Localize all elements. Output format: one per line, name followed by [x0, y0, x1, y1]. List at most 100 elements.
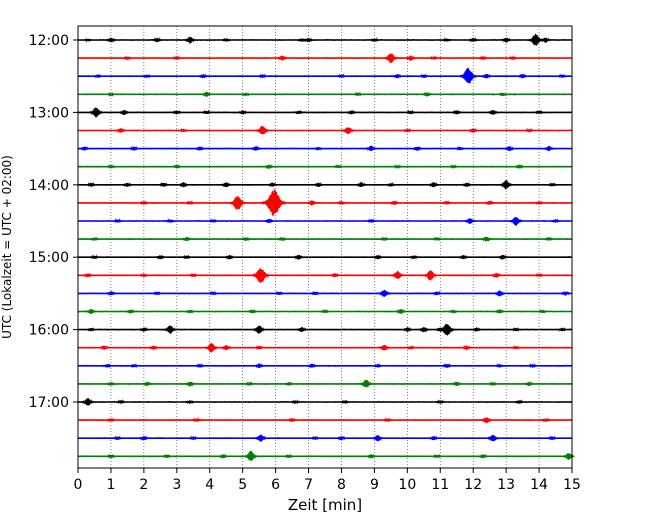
trace-1500 — [77, 254, 573, 260]
seismic-event — [184, 399, 196, 405]
seismic-event — [543, 236, 554, 242]
trace-noise — [77, 56, 573, 60]
trace-noise — [77, 165, 573, 168]
trace-1645 — [77, 379, 573, 388]
seismic-event — [527, 362, 538, 369]
seismic-event — [252, 325, 267, 334]
seismic-event — [253, 344, 265, 350]
y-tick-label: 12:00 — [29, 33, 69, 49]
seismic-event — [184, 200, 196, 206]
trace-1430 — [77, 216, 573, 226]
seismic-event — [201, 109, 212, 115]
seismic-event — [441, 362, 453, 368]
y-axis: 12:00 13:00 14:00 15:00 16:00 17:00 — [29, 33, 78, 411]
traces-layer — [77, 33, 575, 461]
seismic-event — [497, 254, 509, 260]
trace-noise — [77, 93, 573, 96]
seismic-event — [151, 37, 163, 43]
seismic-event — [92, 73, 103, 79]
y-tick-label: 14:00 — [29, 178, 69, 194]
seismic-event — [89, 254, 100, 260]
x-tick-label: 7 — [304, 477, 313, 493]
seismic-event — [461, 344, 472, 350]
seismic-event — [260, 189, 288, 217]
seismic-event — [125, 308, 137, 314]
seismic-event — [141, 381, 153, 387]
x-tick-label: 5 — [238, 477, 247, 493]
seismic-event — [388, 200, 400, 206]
y-axis-label: UTC (Lokalzeit = UTC + 02:00) — [0, 155, 14, 339]
seismic-event — [319, 308, 331, 314]
seismic-event — [98, 344, 110, 350]
seismic-event — [251, 267, 271, 283]
seismic-event — [411, 145, 423, 152]
seismic-event — [484, 200, 495, 206]
y-tick-label: 15:00 — [29, 250, 69, 266]
seismic-event — [82, 272, 94, 278]
trace-1630 — [77, 362, 573, 369]
seismic-event — [250, 146, 262, 151]
seismic-event — [165, 218, 176, 224]
seismic-event — [309, 435, 321, 441]
seismic-event — [141, 73, 153, 79]
seismic-event — [121, 182, 133, 188]
seismic-event — [339, 399, 350, 404]
x-tick-label: 1 — [106, 477, 115, 493]
seismic-event — [335, 435, 347, 441]
seismic-event — [540, 417, 551, 423]
seismic-event — [355, 182, 367, 188]
seismic-event — [237, 109, 248, 115]
seismic-event — [394, 308, 407, 314]
trace-1730 — [77, 434, 573, 442]
seismic-event — [276, 236, 288, 242]
seismic-event — [503, 146, 515, 152]
seismic-event — [105, 163, 116, 169]
seismic-event — [365, 145, 378, 152]
seismic-event — [379, 236, 390, 242]
x-tick-label: 8 — [337, 477, 346, 493]
seismic-event — [200, 91, 213, 97]
x-axis: 0 1 2 3 4 5 6 7 8 9 10 11 12 13 14 15 — [74, 468, 581, 493]
seismic-event — [221, 37, 232, 42]
seismic-event — [276, 55, 288, 61]
x-tick-label: 0 — [74, 477, 83, 493]
seismic-event — [255, 125, 270, 135]
seismic-event — [312, 181, 324, 188]
seismic-event — [81, 398, 95, 406]
seismic-event — [523, 381, 535, 387]
seismic-event — [457, 254, 469, 260]
seismic-event — [184, 308, 196, 314]
seismic-event — [418, 327, 430, 333]
seismic-event — [372, 363, 383, 368]
x-tick-label: 14 — [530, 477, 548, 493]
seismic-event — [533, 109, 544, 115]
x-tick-label: 12 — [464, 477, 482, 493]
seismic-event — [217, 453, 229, 459]
seismic-event — [253, 363, 265, 369]
seismic-event — [188, 435, 199, 441]
seismic-event — [191, 417, 202, 423]
seismic-event — [332, 163, 344, 169]
seismic-event — [494, 308, 505, 314]
seismic-event — [220, 182, 232, 188]
seismic-event — [171, 109, 183, 115]
seismic-event — [296, 326, 308, 332]
seismic-event — [158, 182, 169, 188]
seismic-event — [480, 417, 493, 424]
seismic-event — [510, 326, 521, 332]
seismic-event — [181, 236, 192, 242]
seismic-event — [392, 164, 403, 169]
seismic-event — [171, 163, 182, 169]
seismic-event — [138, 435, 150, 441]
trace-1530 — [77, 289, 573, 297]
seismic-event — [183, 36, 197, 44]
seismic-event — [507, 55, 518, 61]
seismic-event — [345, 109, 357, 115]
x-tick-label: 6 — [271, 477, 280, 493]
seismic-event — [292, 254, 305, 260]
seismic-event — [283, 453, 294, 459]
seismic-event — [448, 309, 459, 314]
seismic-event — [422, 270, 438, 281]
trace-1700 — [77, 398, 573, 406]
seismic-event — [480, 73, 492, 79]
